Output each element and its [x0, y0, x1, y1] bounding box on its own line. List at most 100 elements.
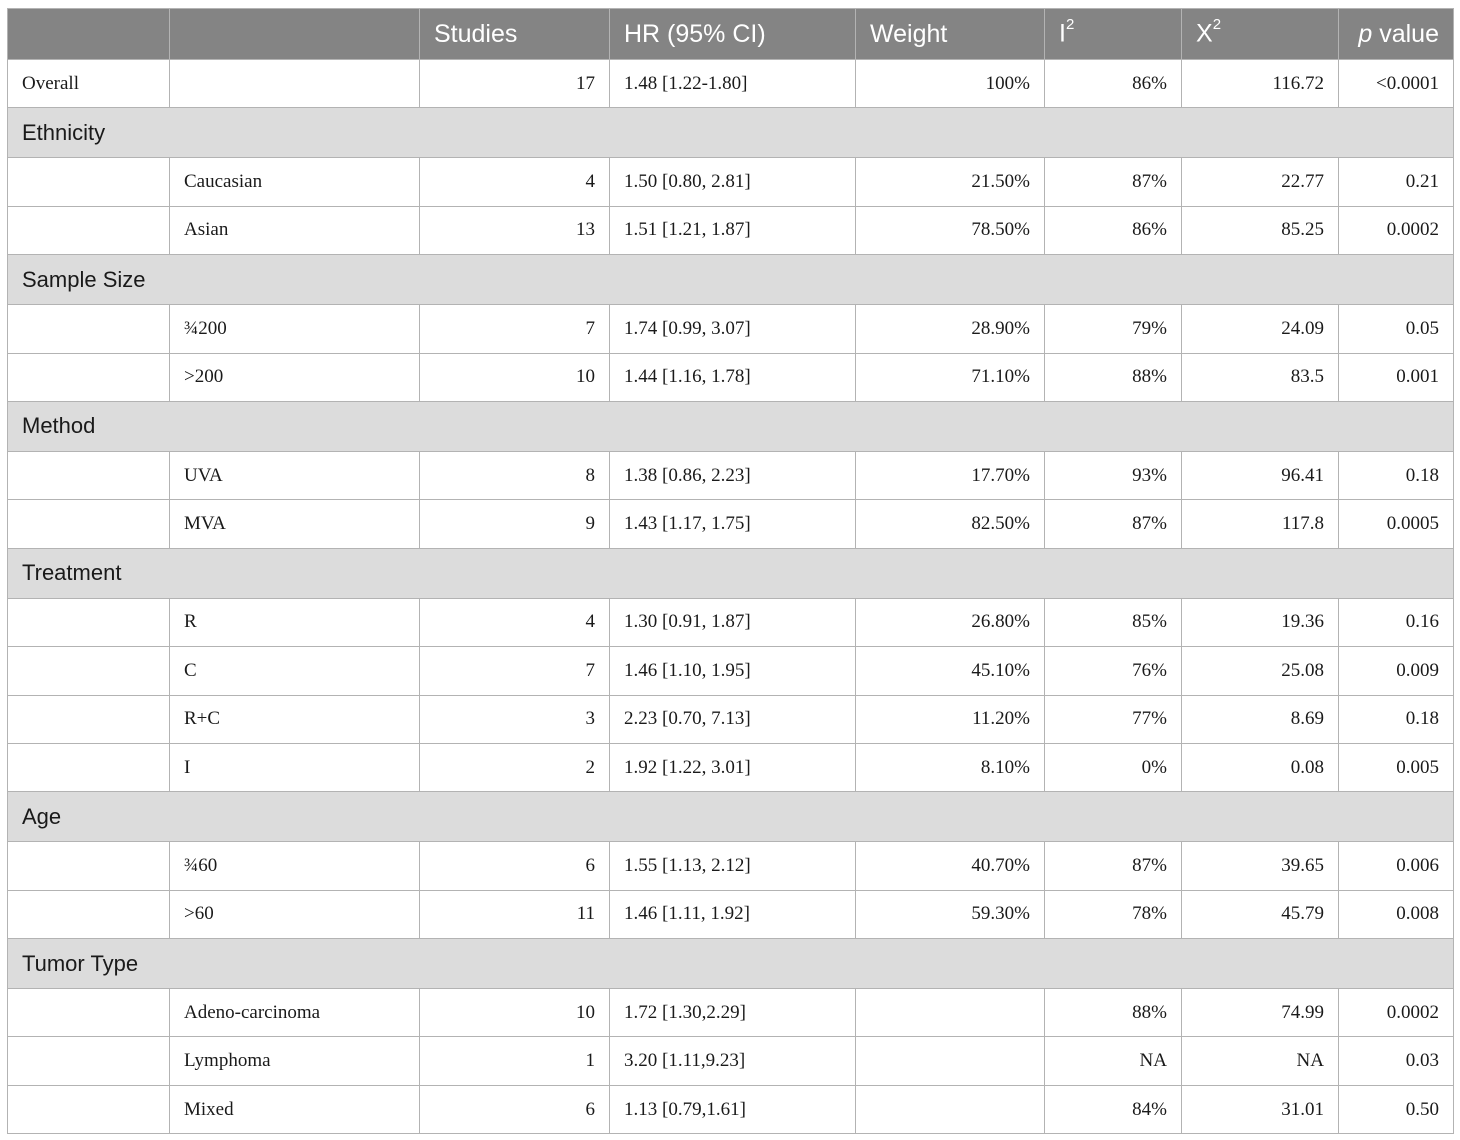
x2-cell: 96.41	[1181, 450, 1339, 501]
hr-cell: 1.51 [1.21, 1.87]	[609, 205, 856, 256]
header-i2: I2	[1044, 8, 1182, 60]
group-title: Ethnicity	[7, 107, 1454, 159]
group-title: Treatment	[7, 547, 1454, 599]
hr-cell: 1.13 [0.79,1.61]	[609, 1084, 856, 1135]
x2-cell: 45.79	[1181, 889, 1339, 940]
studies-cell: 4	[419, 597, 610, 648]
studies-cell: 4	[419, 157, 610, 207]
overall-label: Overall	[7, 58, 170, 109]
overall-sub	[169, 58, 420, 109]
p-value-cell: 0.18	[1338, 450, 1454, 501]
header-i2-base: I	[1059, 19, 1066, 48]
weight-cell: 21.50%	[855, 157, 1045, 207]
overall-p: <0.0001	[1338, 58, 1454, 109]
group-empty-cell	[7, 304, 170, 354]
overall-weight: 100%	[855, 58, 1045, 109]
i2-cell: 88%	[1044, 988, 1182, 1038]
table-row: ¾60 6 1.55 [1.13, 2.12] 40.70% 87% 39.65 0.006	[7, 841, 1454, 891]
group-title: Method	[7, 400, 1454, 452]
hr-cell: 1.55 [1.13, 2.12]	[609, 841, 856, 891]
hr-cell: 1.38 [0.86, 2.23]	[609, 450, 856, 501]
subgroup-label: C	[169, 646, 420, 696]
header-p-italic: p	[1358, 19, 1373, 48]
hr-cell: 2.23 [0.70, 7.13]	[609, 694, 856, 744]
hr-cell: 1.46 [1.10, 1.95]	[609, 646, 856, 696]
hr-cell: 1.30 [0.91, 1.87]	[609, 597, 856, 648]
i2-cell: 77%	[1044, 694, 1182, 744]
subgroup-label: Lymphoma	[169, 1036, 420, 1086]
subgroup-label: Asian	[169, 205, 420, 256]
header-studies: Studies	[419, 8, 610, 60]
weight-cell	[855, 988, 1045, 1038]
x2-cell: 24.09	[1181, 304, 1339, 354]
subgroup-analysis-table: Studies HR (95% CI) Weight I2 X2 p value…	[7, 8, 1454, 1135]
studies-cell: 6	[419, 1084, 610, 1135]
x2-cell: 39.65	[1181, 841, 1339, 891]
table-row: Asian 13 1.51 [1.21, 1.87] 78.50% 86% 85.25 0.…	[7, 205, 1454, 256]
x2-cell: 117.8	[1181, 499, 1339, 549]
weight-cell	[855, 1036, 1045, 1086]
weight-cell: 82.50%	[855, 499, 1045, 549]
p-value-cell: 0.009	[1338, 646, 1454, 696]
p-value-cell: 0.006	[1338, 841, 1454, 891]
weight-cell: 28.90%	[855, 304, 1045, 354]
studies-cell: 1	[419, 1036, 610, 1086]
overall-i2: 86%	[1044, 58, 1182, 109]
overall-hr: 1.48 [1.22-1.80]	[609, 58, 856, 109]
p-value-cell: 0.18	[1338, 694, 1454, 744]
header-x2: X2	[1181, 8, 1339, 60]
group-empty-cell	[7, 352, 170, 402]
hr-cell: 1.44 [1.16, 1.78]	[609, 352, 856, 402]
group-header-row: Ethnicity	[7, 107, 1454, 159]
i2-cell: 84%	[1044, 1084, 1182, 1135]
subgroup-label: ¾60	[169, 841, 420, 891]
weight-cell: 45.10%	[855, 646, 1045, 696]
table-row: R+C 3 2.23 [0.70, 7.13] 11.20% 77% 8.69 0.18	[7, 694, 1454, 744]
weight-cell: 26.80%	[855, 597, 1045, 648]
weight-cell: 78.50%	[855, 205, 1045, 256]
weight-cell: 17.70%	[855, 450, 1045, 501]
i2-cell: 93%	[1044, 450, 1182, 501]
table-row: >60 11 1.46 [1.11, 1.92] 59.30% 78% 45.79 0.00…	[7, 889, 1454, 940]
i2-cell: 76%	[1044, 646, 1182, 696]
subgroup-analysis-table-container: Studies HR (95% CI) Weight I2 X2 p value…	[7, 8, 1454, 1135]
weight-cell: 11.20%	[855, 694, 1045, 744]
header-row: Studies HR (95% CI) Weight I2 X2 p value	[7, 8, 1454, 60]
studies-cell: 3	[419, 694, 610, 744]
subgroup-label: Mixed	[169, 1084, 420, 1135]
table-row: R 4 1.30 [0.91, 1.87] 26.80% 85% 19.36 0.16	[7, 597, 1454, 648]
studies-cell: 7	[419, 646, 610, 696]
subgroup-label: R	[169, 597, 420, 648]
subgroup-label: >60	[169, 889, 420, 940]
p-value-cell: 0.03	[1338, 1036, 1454, 1086]
hr-cell: 1.74 [0.99, 3.07]	[609, 304, 856, 354]
table-row: >200 10 1.44 [1.16, 1.78] 71.10% 88% 83.5 0.00…	[7, 352, 1454, 402]
weight-cell: 40.70%	[855, 841, 1045, 891]
x2-cell: 19.36	[1181, 597, 1339, 648]
studies-cell: 8	[419, 450, 610, 501]
group-header-row: Method	[7, 400, 1454, 452]
header-x2-sup: 2	[1212, 16, 1222, 34]
studies-cell: 7	[419, 304, 610, 354]
header-hr: HR (95% CI)	[609, 8, 856, 60]
table-row: Mixed 6 1.13 [0.79,1.61] 84% 31.01 0.50	[7, 1084, 1454, 1135]
group-empty-cell	[7, 499, 170, 549]
x2-cell: 31.01	[1181, 1084, 1339, 1135]
i2-cell: 79%	[1044, 304, 1182, 354]
p-value-cell: 0.50	[1338, 1084, 1454, 1135]
overall-studies: 17	[419, 58, 610, 109]
group-empty-cell	[7, 450, 170, 501]
i2-cell: 87%	[1044, 157, 1182, 207]
weight-cell: 8.10%	[855, 742, 1045, 793]
header-empty-2	[169, 8, 420, 60]
group-empty-cell	[7, 988, 170, 1038]
header-p-rest: value	[1372, 19, 1439, 48]
table-row: Lymphoma 1 3.20 [1.11,9.23] NA NA 0.03	[7, 1036, 1454, 1086]
table-row: Caucasian 4 1.50 [0.80, 2.81] 21.50% 87% 22.7…	[7, 157, 1454, 207]
subgroup-label: R+C	[169, 694, 420, 744]
table-header: Studies HR (95% CI) Weight I2 X2 p value	[7, 8, 1454, 60]
group-empty-cell	[7, 742, 170, 793]
p-value-cell: 0.21	[1338, 157, 1454, 207]
studies-cell: 13	[419, 205, 610, 256]
table-body: Overall 17 1.48 [1.22-1.80] 100% 86% 116…	[7, 58, 1454, 1135]
